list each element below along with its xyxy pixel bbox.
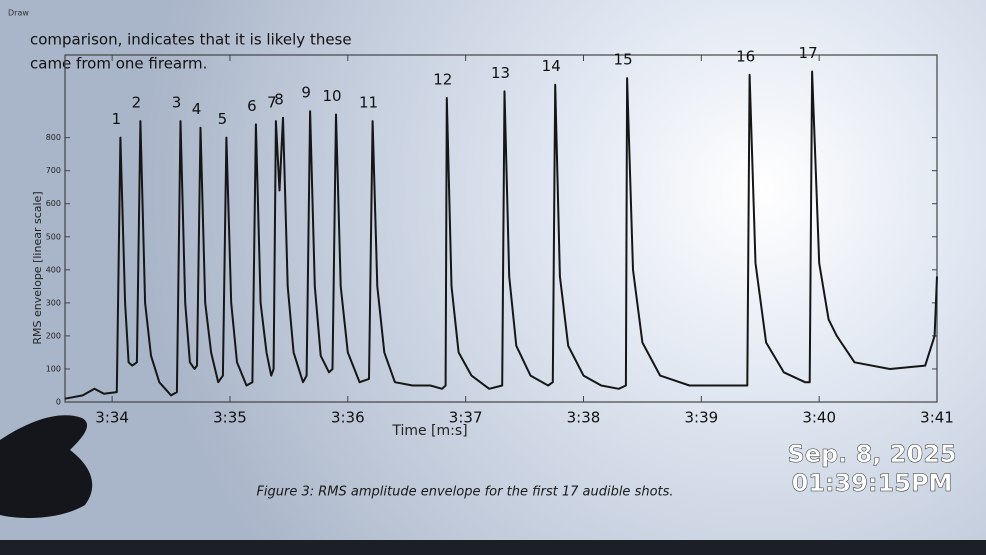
shot-label: 6: [247, 97, 257, 115]
x-axis-label: Time [m:s]: [391, 423, 467, 439]
shot-label: 14: [542, 57, 561, 75]
shot-label: 2: [132, 94, 142, 112]
y-tick-label: 100: [46, 364, 61, 373]
y-axis-label: RMS envelope [linear scale]: [31, 191, 44, 344]
y-tick-label: 300: [46, 298, 61, 307]
x-tick-label: 3:38: [567, 409, 601, 427]
timestamp-time: 01:39:15PM: [792, 469, 953, 497]
shot-label: 10: [322, 87, 341, 105]
body-text: came from one firearm.: [30, 55, 207, 73]
plot-area: 0 100 200 300 400 500 600 700 800 3:34 3:35 3:36 3:3…: [46, 44, 954, 426]
screen-edge: [0, 540, 986, 555]
x-tick-label: 3:41: [920, 409, 954, 427]
y-tick-label: 200: [46, 331, 61, 340]
hand-shadow: [0, 415, 93, 518]
y-tick-label: 800: [46, 133, 61, 142]
x-tick-label: 3:34: [95, 409, 129, 427]
x-tick-label: 3:37: [449, 409, 483, 427]
shot-label: 7: [267, 94, 277, 112]
shot-label: 13: [491, 64, 510, 82]
shot-label: 17: [799, 44, 818, 62]
shot-label: 1: [112, 110, 122, 128]
shot-label: 8: [274, 90, 284, 108]
timestamp-date: Sep. 8, 2025: [787, 440, 956, 468]
shot-label: 9: [301, 84, 311, 102]
envelope-line: [64, 70, 938, 400]
y-tick-label: 400: [46, 265, 61, 274]
x-tick-label: 3:40: [802, 409, 836, 427]
shot-label: 5: [218, 110, 228, 128]
y-tick-label: 500: [46, 232, 61, 241]
shot-label: 12: [433, 70, 452, 88]
shot-label: 16: [736, 47, 755, 65]
shot-label: 3: [172, 94, 182, 112]
toolbar-label: Draw: [8, 9, 29, 18]
figure-caption: Figure 3: RMS amplitude envelope for the…: [256, 485, 673, 500]
y-tick-label: 600: [46, 199, 61, 208]
x-tick-label: 3:35: [213, 409, 247, 427]
y-tick-label: 700: [46, 166, 61, 175]
shot-label: 11: [359, 94, 378, 112]
x-tick-label: 3:36: [331, 409, 365, 427]
plot-frame: [64, 54, 938, 403]
y-tick-label: 0: [56, 398, 61, 407]
x-tick-label: 3:39: [684, 409, 718, 427]
body-text: comparison, indicates that it is likely …: [30, 31, 352, 49]
shot-label: 15: [614, 51, 633, 69]
shot-label: 4: [192, 100, 202, 118]
